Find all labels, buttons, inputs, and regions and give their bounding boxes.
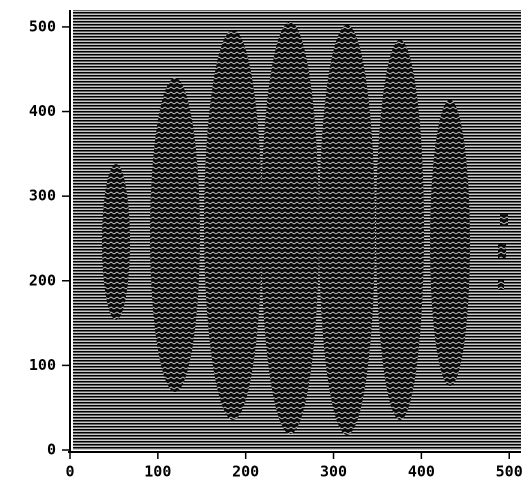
y-tick-label: 200 bbox=[29, 271, 56, 289]
y-tick-label: 500 bbox=[29, 17, 56, 35]
x-tick-label: 0 bbox=[65, 463, 74, 481]
y-tick-label: 300 bbox=[29, 187, 56, 205]
x-tick-label: 400 bbox=[408, 463, 435, 481]
x-tick-label: 300 bbox=[320, 463, 347, 481]
x-tick-label: 100 bbox=[144, 463, 171, 481]
y-tick-label: 100 bbox=[29, 356, 56, 374]
y-tick-label: 400 bbox=[29, 102, 56, 120]
x-tick-label: 500 bbox=[496, 463, 523, 481]
image-content bbox=[102, 22, 508, 435]
x-tick-label: 200 bbox=[232, 463, 259, 481]
y-tick-label: 0 bbox=[47, 441, 56, 459]
